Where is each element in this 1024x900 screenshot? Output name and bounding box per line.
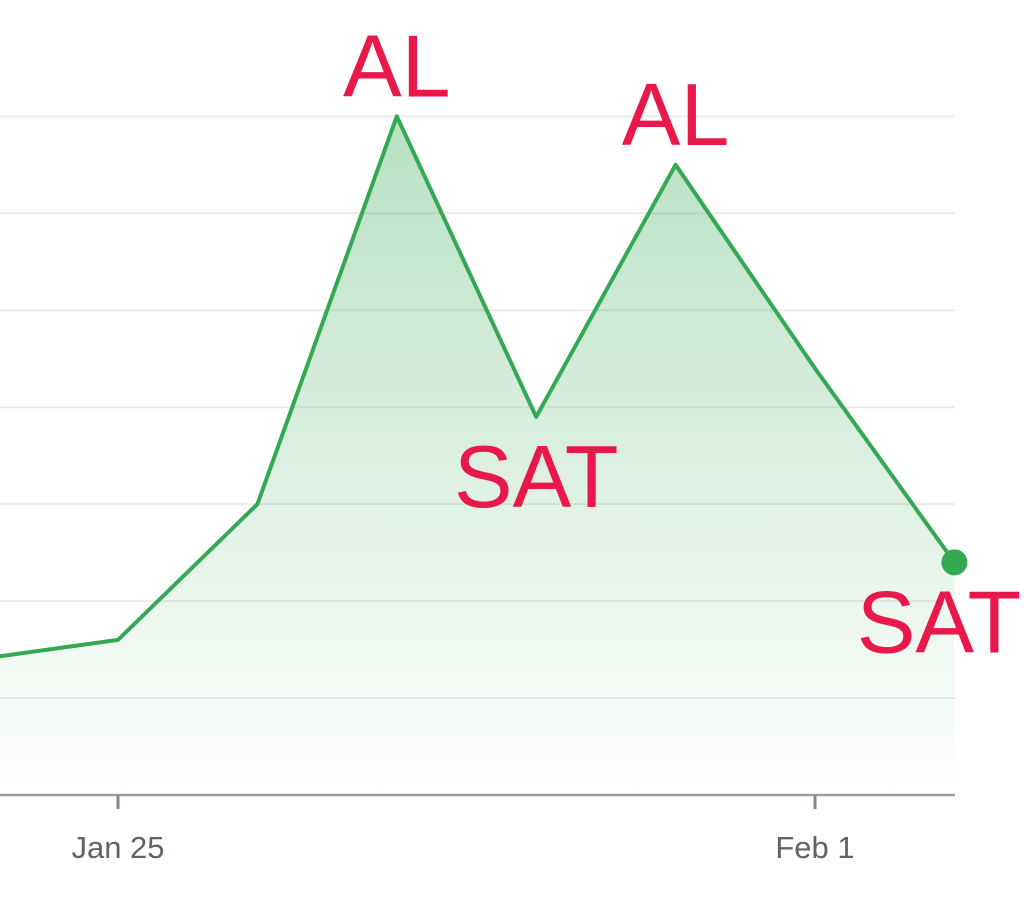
annotation: AL bbox=[343, 16, 451, 115]
annotation: AL bbox=[622, 65, 730, 164]
x-tick-label: Jan 25 bbox=[71, 830, 164, 865]
area-fill bbox=[0, 116, 955, 795]
annotation: SAT bbox=[857, 572, 1022, 671]
end-marker bbox=[941, 549, 968, 576]
annotation: SAT bbox=[454, 427, 619, 526]
line bbox=[0, 114, 957, 659]
x-tick-label: Feb 1 bbox=[775, 830, 854, 865]
